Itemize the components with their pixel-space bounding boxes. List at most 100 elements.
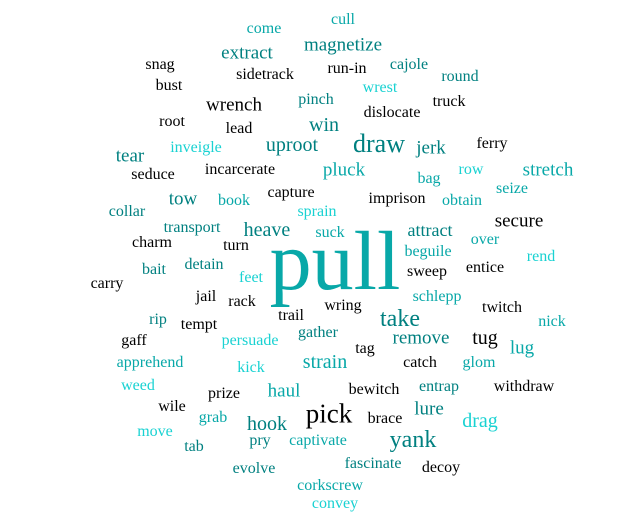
word-nick: nick xyxy=(538,313,566,330)
word-uproot: uproot xyxy=(265,134,319,156)
word-lure: lure xyxy=(414,398,444,420)
word-obtain: obtain xyxy=(442,192,482,209)
word-feet: feet xyxy=(239,269,263,286)
word-wile: wile xyxy=(158,398,186,415)
word-magnetize: magnetize xyxy=(303,34,383,56)
word-incarcerate: incarcerate xyxy=(204,161,276,178)
word-extract: extract xyxy=(221,42,273,64)
word-gaff: gaff xyxy=(121,332,147,349)
word-cajole: cajole xyxy=(389,56,429,73)
word-heave: heave xyxy=(243,219,291,241)
word-bait: bait xyxy=(142,261,166,278)
word-lug: lug xyxy=(509,337,535,359)
word-pick: pick xyxy=(305,398,353,429)
word-jail: jail xyxy=(195,288,217,305)
word-sprain: sprain xyxy=(297,203,337,220)
word-yank: yank xyxy=(389,427,437,453)
word-round: round xyxy=(441,68,479,85)
word-sweep: sweep xyxy=(407,263,447,280)
word-row: row xyxy=(458,161,484,178)
word-beguile: beguile xyxy=(404,243,452,260)
word-weed: weed xyxy=(121,377,155,394)
word-kick: kick xyxy=(237,359,265,376)
word-secure: secure xyxy=(494,210,544,232)
word-tear: tear xyxy=(115,145,145,167)
word-tug: tug xyxy=(472,327,498,349)
word-fascinate: fascinate xyxy=(344,455,402,472)
word-wrest: wrest xyxy=(362,79,398,96)
word-wrench: wrench xyxy=(206,94,262,116)
word-rend: rend xyxy=(526,248,556,265)
word-detain: detain xyxy=(184,256,224,273)
word-collar: collar xyxy=(108,203,146,220)
word-convey: convey xyxy=(311,495,359,512)
word-truck: truck xyxy=(432,93,466,110)
word-seize: seize xyxy=(496,180,528,197)
word-move: move xyxy=(137,423,173,440)
word-bag: bag xyxy=(417,170,441,187)
word-take: take xyxy=(380,306,420,332)
word-ferry: ferry xyxy=(476,135,508,152)
word-twitch: twitch xyxy=(482,299,522,316)
word-tow: tow xyxy=(168,188,198,210)
word-tempt: tempt xyxy=(180,316,218,333)
word-capture: capture xyxy=(267,184,315,201)
word-lead: lead xyxy=(225,120,253,137)
word-rack: rack xyxy=(228,293,256,310)
word-wring: wring xyxy=(324,297,362,314)
word-bust: bust xyxy=(155,77,183,94)
word-brace: brace xyxy=(367,410,403,427)
word-persuade: persuade xyxy=(221,332,279,349)
word-suck: suck xyxy=(315,224,345,241)
word-attract: attract xyxy=(407,220,453,240)
word-book: book xyxy=(218,192,250,209)
word-draw: draw xyxy=(353,129,405,158)
word-snag: snag xyxy=(145,56,175,73)
word-grab: grab xyxy=(198,409,228,426)
word-tag: tag xyxy=(355,340,375,357)
word-captivate: captivate xyxy=(289,432,347,449)
word-charm: charm xyxy=(132,234,172,251)
word-apprehend: apprehend xyxy=(116,354,184,371)
word-pinch: pinch xyxy=(298,91,334,108)
word-hook: hook xyxy=(247,413,287,435)
word-pull: pull xyxy=(269,215,401,308)
word-pluck: pluck xyxy=(322,159,366,181)
word-schlepp: schlepp xyxy=(412,288,462,305)
word-evolve: evolve xyxy=(232,460,276,477)
word-cull: cull xyxy=(331,11,355,28)
word-prize: prize xyxy=(208,385,240,402)
word-trail: trail xyxy=(278,307,304,324)
word-remove: remove xyxy=(392,327,450,349)
word-imprison: imprison xyxy=(368,190,426,207)
word-entice: entice xyxy=(465,259,505,276)
word-come: come xyxy=(246,20,282,37)
word-transport: transport xyxy=(163,219,221,236)
word-seduce: seduce xyxy=(131,166,175,183)
word-decoy: decoy xyxy=(421,459,461,476)
word-drag: drag xyxy=(462,410,498,432)
word-bewitch: bewitch xyxy=(348,381,400,398)
word-jerk: jerk xyxy=(416,137,446,159)
word-strain: strain xyxy=(302,351,348,373)
word-dislocate: dislocate xyxy=(363,104,421,121)
word-over: over xyxy=(470,231,500,248)
word-root: root xyxy=(159,113,185,130)
word-tab: tab xyxy=(184,438,204,455)
word-carry: carry xyxy=(90,275,124,292)
word-haul: haul xyxy=(267,380,301,402)
word-pry: pry xyxy=(249,432,271,449)
word-inveigle: inveigle xyxy=(170,139,222,156)
word-corkscrew: corkscrew xyxy=(297,477,363,494)
word-rip: rip xyxy=(149,311,167,328)
word-catch: catch xyxy=(403,354,437,371)
word-sidetrack: sidetrack xyxy=(236,66,294,83)
word-entrap: entrap xyxy=(419,378,459,395)
word-turn: turn xyxy=(223,237,249,254)
word-glom: glom xyxy=(462,354,496,371)
word-win: win xyxy=(309,114,339,136)
word-withdraw: withdraw xyxy=(493,378,555,395)
word-gather: gather xyxy=(298,324,338,341)
word-stretch: stretch xyxy=(522,159,574,181)
